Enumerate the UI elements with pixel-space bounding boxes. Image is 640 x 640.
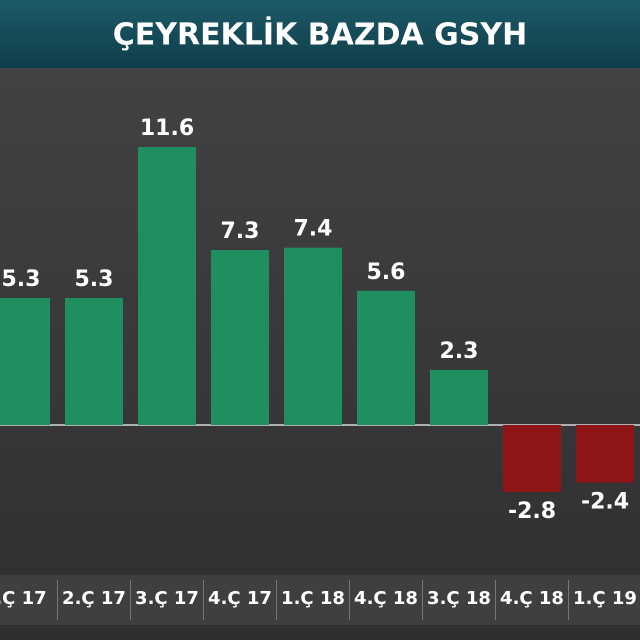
bar (284, 247, 342, 425)
value-label: 7.4 (294, 217, 333, 242)
x-tick-label: 2.Ç 17 (62, 588, 126, 609)
value-label: 5.3 (75, 267, 114, 292)
bar (138, 147, 196, 425)
bar (211, 250, 269, 425)
value-label: 7.3 (221, 219, 260, 244)
x-tick-label: 3.Ç 17 (135, 588, 199, 609)
bar (503, 425, 561, 493)
x-tick-label: 1.Ç 18 (281, 588, 345, 609)
value-label: -2.4 (581, 490, 629, 515)
bar (576, 425, 634, 483)
chart-title: ÇEYREKLİK BAZDA GSYH (113, 17, 528, 53)
value-label: 5.6 (367, 260, 406, 285)
x-tick-label: .Ç 17 (0, 588, 47, 609)
x-tick-label: 4.Ç 18 (500, 588, 564, 609)
x-tick-label: 3.Ç 18 (427, 588, 491, 609)
bar (357, 290, 415, 425)
value-label: -2.8 (508, 499, 556, 524)
x-tick-label: 4.Ç 18 (354, 588, 418, 609)
value-label: 2.3 (440, 339, 479, 364)
x-tick-label: 4.Ç 17 (208, 588, 272, 609)
category-strip (0, 575, 640, 625)
x-tick-label: 1.Ç 19 (573, 588, 637, 609)
bar (0, 297, 50, 425)
bar (430, 369, 488, 425)
bar (65, 297, 123, 425)
value-label: 5.3 (2, 267, 41, 292)
value-label: 11.6 (140, 116, 194, 141)
title-banner (0, 0, 640, 68)
